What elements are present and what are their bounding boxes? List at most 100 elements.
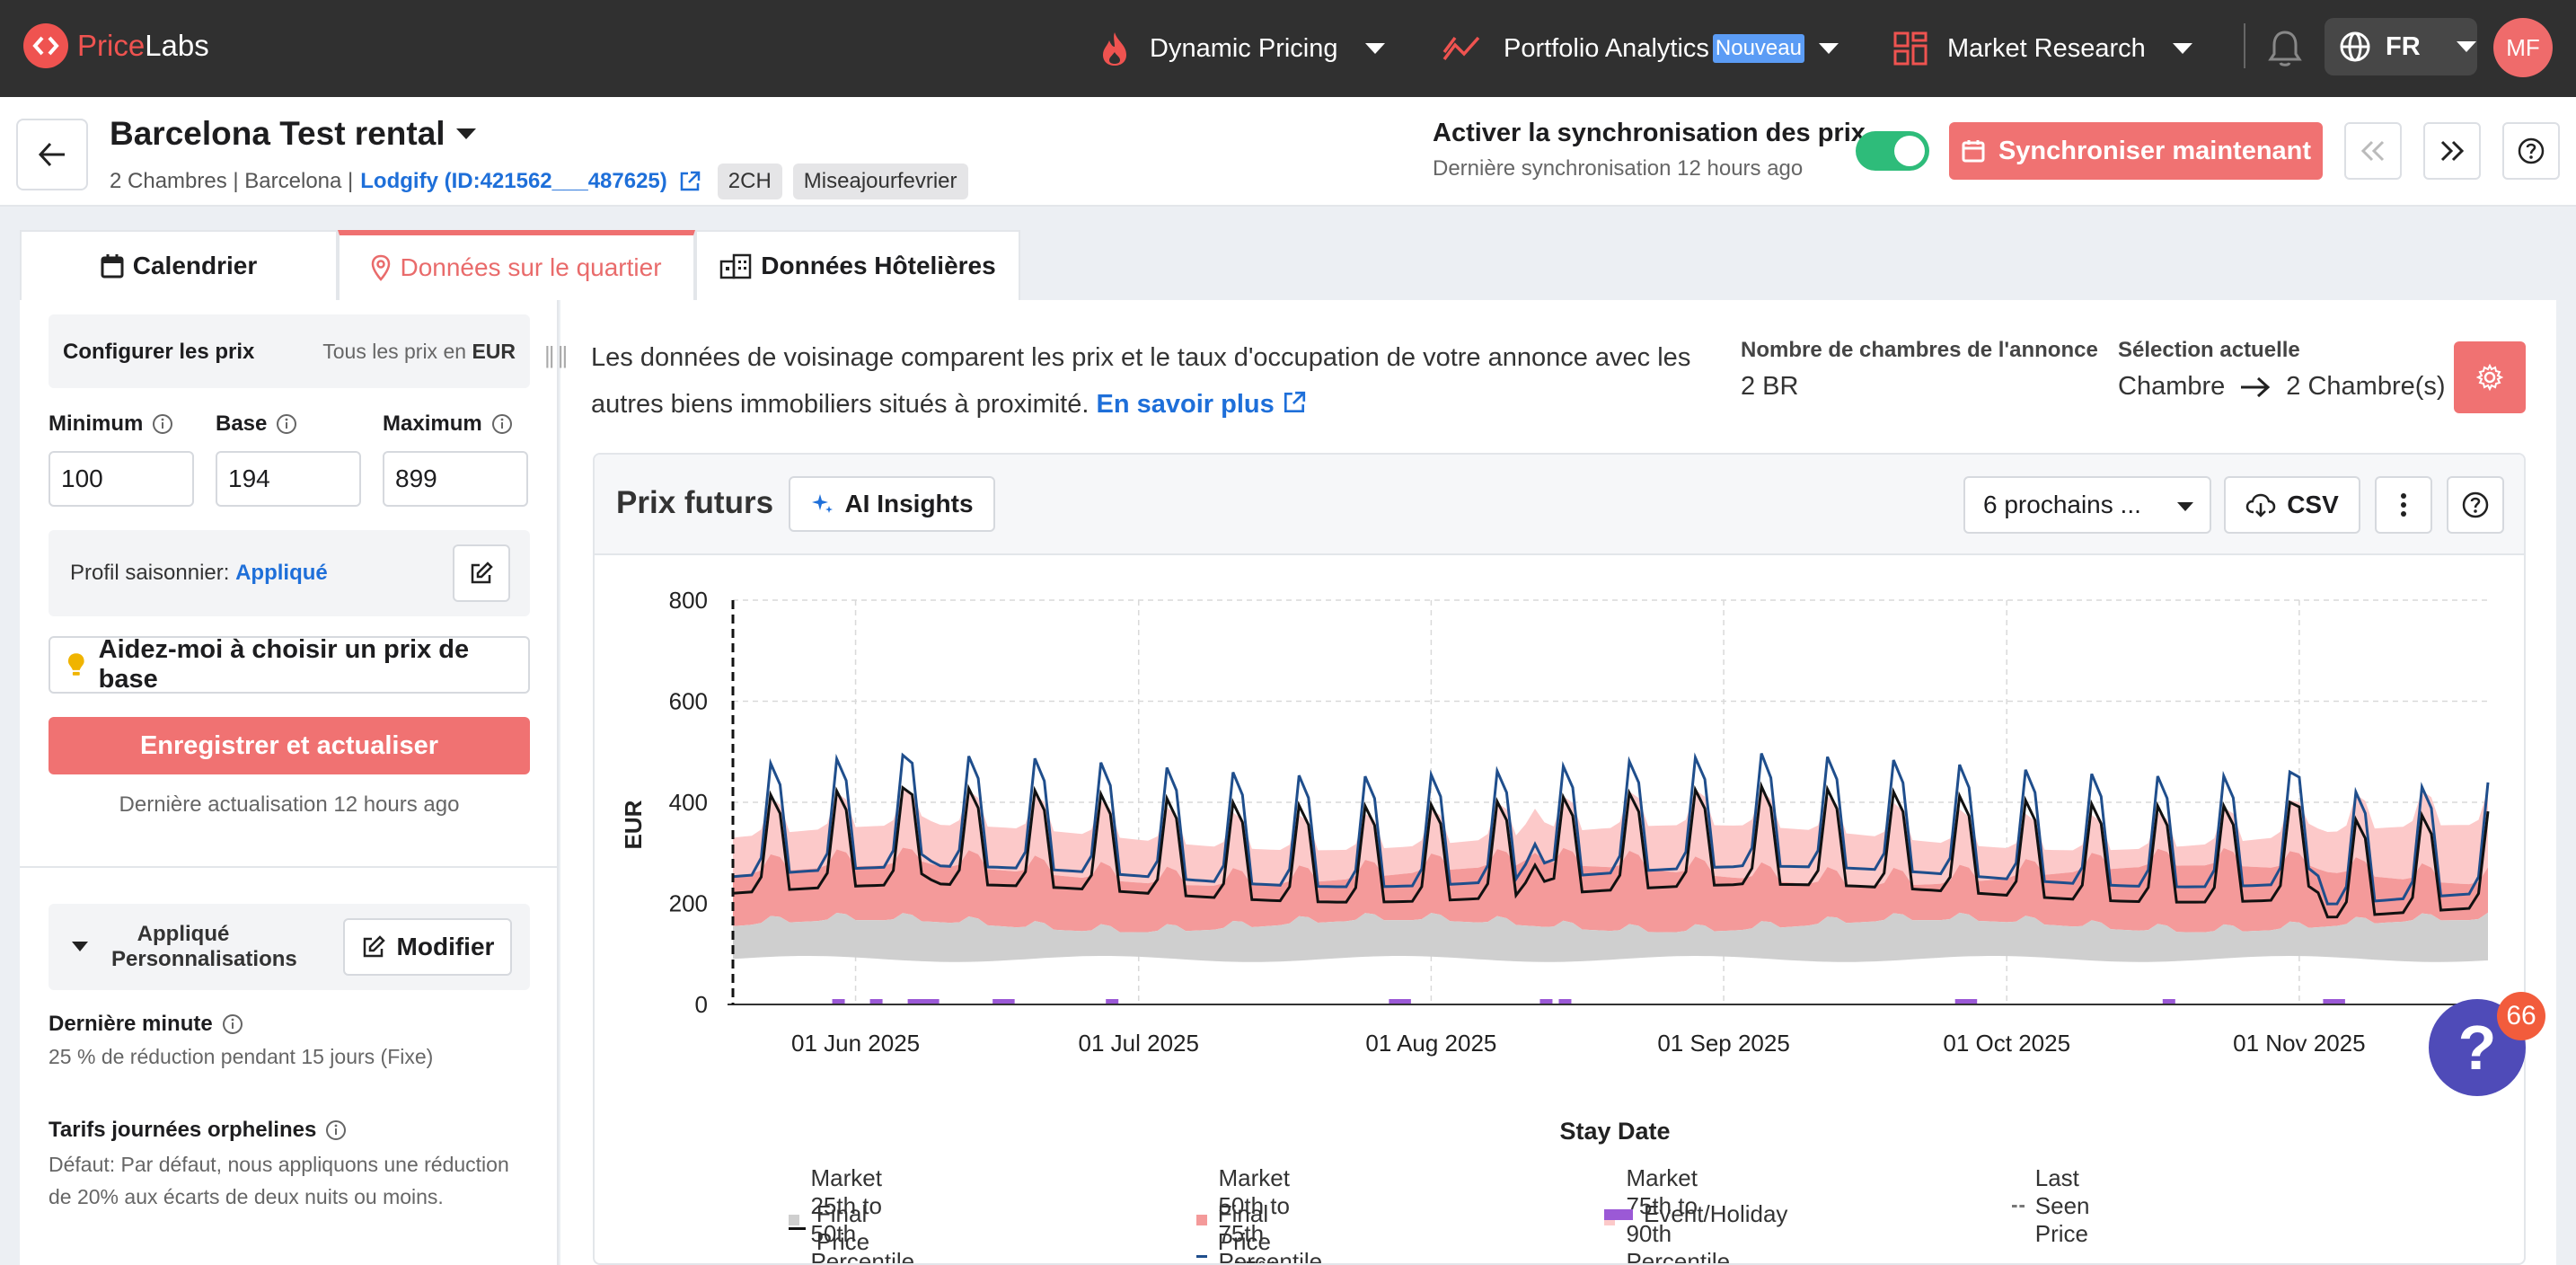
logo-mark-icon [23,23,68,68]
chevron-down-icon [2177,502,2193,511]
event-marker[interactable] [2162,999,2175,1004]
event-marker[interactable] [1558,999,1572,1004]
notifications-bell-icon[interactable] [2267,29,2303,73]
event-marker[interactable] [907,999,921,1004]
legend-item[interactable]: Last Seen Price [2012,1164,2106,1248]
nav-portfolio-analytics[interactable]: Portfolio Analytics Nouveau [1442,22,1839,75]
user-avatar[interactable]: MF [2493,18,2553,77]
rooms-count-value: 2 BR [1741,372,1799,401]
gear-icon [2476,364,2503,391]
future-prices-chart[interactable]: 0 200 400 600 800 01 Jun 2025 01 Jul 2025 01 Au… [595,555,2526,1265]
flame-icon [1103,32,1126,66]
config-prices-title: Configurer les prix [63,340,255,364]
x-tick-label: 01 Aug 2025 [1365,1030,1496,1057]
collapse-caret-icon[interactable] [72,942,88,951]
info-icon[interactable] [276,413,297,435]
event-marker[interactable] [832,999,845,1004]
sync-toggle[interactable] [1856,131,1929,171]
event-marker[interactable] [869,999,883,1004]
y-tick-label: 200 [669,890,708,917]
x-tick-label: 01 Sep 2025 [1657,1030,1789,1057]
event-marker[interactable] [1964,999,1978,1004]
tag-chip: 2CH [717,164,782,199]
event-marker[interactable] [2323,999,2336,1004]
y-tick-label: 600 [669,688,708,715]
modify-customizations-button[interactable]: Modifier [343,918,512,976]
more-options-button[interactable] [2375,476,2432,534]
info-icon[interactable] [325,1119,347,1141]
info-icon[interactable] [491,413,513,435]
csv-export-button[interactable]: CSV [2224,476,2360,534]
nav-market-research[interactable]: Market Research [1893,22,2192,75]
y-tick-label: 400 [669,789,708,816]
event-marker[interactable] [917,999,931,1004]
previous-listing-button[interactable] [2344,122,2402,180]
help-choose-base-price-button[interactable]: Aidez-moi à choisir un prix de base [49,635,530,694]
info-icon[interactable] [152,413,173,435]
event-marker[interactable] [1954,999,1968,1004]
legend-item[interactable]: Market 50th to 75th Percentile [1196,1164,1340,1263]
listing-title[interactable]: Barcelona Test rental [110,115,476,153]
legend-item[interactable]: Final Price [789,1200,881,1256]
legend-item[interactable]: Final Price +15% Markup [1196,1200,1314,1263]
date-range-select[interactable]: 6 prochains ... [1963,476,2211,534]
trend-chart-icon [1442,36,1480,61]
event-marker[interactable] [1389,999,1402,1004]
tab-calendar[interactable]: Calendrier [20,230,338,300]
min-price-input[interactable]: 100 [49,451,194,507]
pricelabs-logo[interactable]: PriceLabs [23,23,209,68]
event-marker[interactable] [992,999,1006,1004]
event-marker[interactable] [1001,999,1015,1004]
channel-link[interactable]: Lodgify (ID:421562___487625) [360,169,667,193]
help-choose-base-price-label: Aidez-moi à choisir un prix de base [98,635,470,694]
band-25-50 [733,912,2488,962]
support-notification-count: 66 [2497,992,2545,1040]
legend-label: Last Seen Price [2034,1164,2090,1247]
modify-label: Modifier [396,933,495,960]
tab-hotels[interactable]: Données Hôtelières [695,230,1020,300]
seasonal-profile-status[interactable]: Appliqué [235,561,328,585]
current-selection-label: Sélection actuelle [2118,338,2300,362]
edit-seasonal-profile-button[interactable] [453,544,510,602]
future-prices-card: Prix futurs AI Insights 6 prochains ... … [593,453,2526,1265]
chevron-down-icon [1364,43,1385,54]
x-tick-label: 01 Oct 2025 [1943,1030,2070,1057]
x-axis-label: Stay Date [1559,1118,1670,1145]
calendar-icon [101,254,124,279]
event-marker[interactable] [1539,999,1553,1004]
event-marker[interactable] [926,999,940,1004]
question-circle-icon [2518,137,2545,164]
tab-neighborhood[interactable]: Données sur le quartier [338,230,695,300]
external-link-icon[interactable] [1282,390,1307,415]
external-link-icon[interactable] [678,170,701,193]
sparkle-icon [812,494,834,513]
back-button[interactable] [16,119,88,190]
language-selector[interactable]: FR [2325,18,2477,75]
nav-dynamic-pricing[interactable]: Dynamic Pricing [1099,22,1385,75]
learn-more-link[interactable]: En savoir plus [1096,390,1275,419]
panel-resize-handle[interactable]: || || [544,341,568,368]
chart-help-button[interactable] [2447,476,2504,534]
save-and-refresh-button[interactable]: Enregistrer et actualiser [49,717,530,774]
tab-calendar-label: Calendrier [132,252,258,279]
legend-item[interactable]: Event/Holiday [1604,1200,1787,1228]
legend-item[interactable]: Market 75th to 90th Percentile [1604,1164,1748,1263]
settings-button[interactable] [2454,341,2526,413]
divider [20,866,559,868]
base-price-input[interactable]: 194 [216,451,361,507]
listing-title-text: Barcelona Test rental [110,115,446,152]
ai-insights-button[interactable]: AI Insights [789,476,995,532]
final-price-markup-line [732,752,2490,906]
event-marker[interactable] [1398,999,1411,1004]
info-icon[interactable] [222,1013,243,1035]
max-price-input[interactable]: 899 [383,451,528,507]
event-marker[interactable] [1106,999,1119,1004]
calendar-icon [1962,140,1985,163]
y-tick-label: 0 [695,991,708,1018]
next-listing-button[interactable] [2423,122,2481,180]
sync-now-button[interactable]: Synchroniser maintenant [1949,122,2323,180]
help-button[interactable] [2502,122,2560,180]
legend-item[interactable]: Market 25th to 50th Percentile [789,1164,932,1263]
event-marker[interactable] [2332,999,2345,1004]
dashboard-grid-icon [1893,31,1928,66]
